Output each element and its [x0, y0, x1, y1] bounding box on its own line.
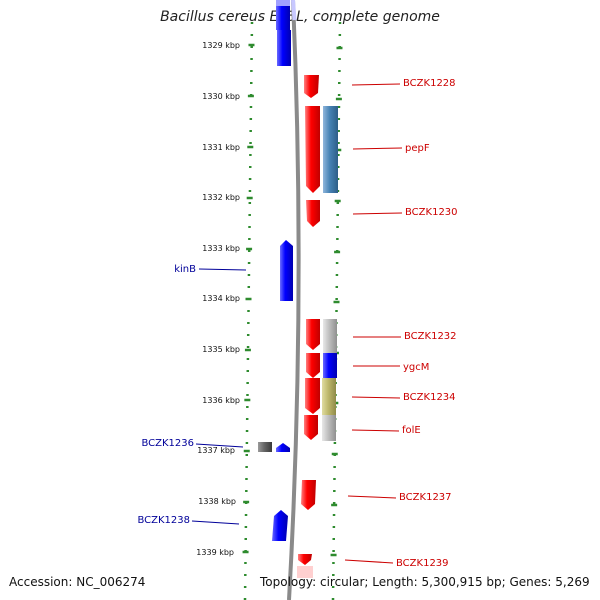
gene-1335-red: [306, 353, 320, 378]
tick-dashes: [242, 43, 343, 557]
gene-ygcM: [323, 353, 337, 378]
tick-label: 1332 kbp: [202, 193, 240, 202]
gene-bottom-light: [297, 566, 313, 578]
gene-labels-left: kinB BCZK1236 BCZK1238: [137, 264, 196, 526]
gene-labels-right: BCZK1228 pepF BCZK1230 BCZK1232 ygcM BCZ…: [396, 78, 458, 569]
tick-label: 1337 kbp: [197, 446, 235, 455]
tick-label: 1335 kbp: [202, 345, 240, 354]
gene-BCZK1236: [258, 442, 272, 452]
gene-BCZK1234: [305, 378, 320, 414]
gene-BCZK1232: [306, 319, 320, 350]
map-title: Bacillus cereus E33L, complete genome: [160, 9, 440, 25]
tick-label: 1338 kbp: [198, 497, 236, 506]
gene-label: BCZK1230: [405, 207, 458, 218]
gene-label: BCZK1228: [403, 78, 456, 89]
gene-label: ygcM: [403, 362, 429, 373]
gene-BCZK1228: [304, 75, 319, 98]
gene-1336-small-blue: [276, 443, 290, 452]
tick-label: 1334 kbp: [202, 294, 240, 303]
tick-label: 1333 kbp: [202, 244, 240, 253]
tick-labels: 1329 kbp 1330 kbp 1331 kbp 1332 kbp 1333…: [196, 41, 240, 557]
gene-label: kinB: [174, 264, 196, 275]
accession-text: Accession: NC_006274: [9, 575, 146, 589]
gene-kinB: [280, 240, 293, 301]
gene-top-blue-light: [276, 0, 290, 6]
gene-top-blue: [276, 6, 290, 30]
reverse-strand-features: [258, 0, 293, 541]
gene-label: BCZK1238: [137, 515, 190, 526]
gene-label: BCZK1232: [404, 331, 457, 342]
ruler-left: [243, 21, 254, 600]
tick-label: 1329 kbp: [202, 41, 240, 50]
topology-text: Topology: circular; Length: 5,300,915 bp…: [260, 575, 590, 589]
genome-backbone: [287, 0, 301, 600]
gene-label: pepF: [405, 143, 430, 154]
gene-1330-red: [305, 106, 320, 193]
gene-pepF: [323, 106, 338, 193]
tick-label: 1336 kbp: [202, 396, 240, 405]
label-lines-right: [344, 83, 403, 564]
gene-BCZK1239: [298, 554, 312, 565]
forward-strand-features: [297, 75, 338, 578]
gene-label: BCZK1239: [396, 558, 449, 569]
gene-folE: [322, 415, 336, 441]
gene-BCZK1232-gray: [323, 319, 337, 353]
backbone-top-highlight: [291, 0, 297, 21]
gene-BCZK1234-olive: [322, 378, 336, 415]
gene-BCZK1237: [301, 480, 316, 510]
tick-label: 1330 kbp: [202, 92, 240, 101]
gene-label: BCZK1234: [403, 392, 456, 403]
tick-label: 1339 kbp: [196, 548, 234, 557]
ruler-right: [331, 21, 342, 600]
gene-label: folE: [402, 425, 421, 436]
gene-1329-blue: [277, 30, 291, 66]
gene-label: BCZK1237: [399, 492, 452, 503]
gene-BCZK1238: [272, 510, 288, 541]
gene-label: BCZK1236: [141, 438, 194, 449]
gene-BCZK1230: [306, 200, 320, 227]
gene-folE-red: [304, 415, 318, 440]
label-lines-left: [191, 268, 247, 525]
tick-label: 1331 kbp: [202, 143, 240, 152]
